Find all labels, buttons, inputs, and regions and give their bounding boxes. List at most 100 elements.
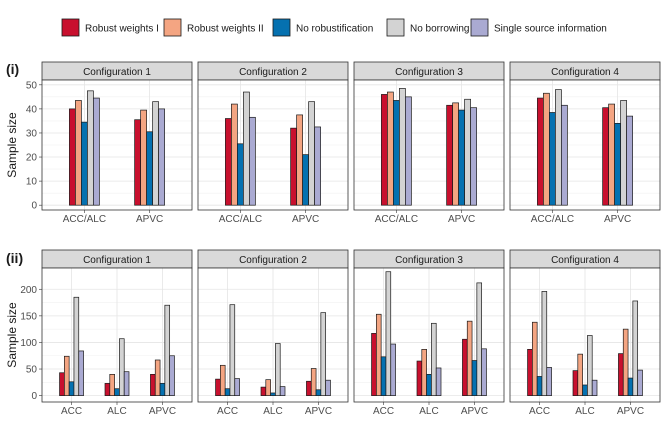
bar: [219, 364, 226, 396]
bar: [140, 109, 147, 206]
bar: [458, 109, 465, 206]
x-tick-label: ACC: [529, 406, 550, 417]
facet-panel: Configuration 2 ACC/ALC APVC: [197, 61, 349, 225]
facet-title: Configuration 3: [395, 255, 463, 266]
x-tick-label: ACC: [61, 406, 82, 417]
x-tick-label: ACC/ALC: [531, 214, 574, 225]
bar: [577, 353, 583, 396]
bar: [393, 100, 400, 206]
bar: [608, 103, 615, 206]
bar: [114, 388, 120, 396]
legend-item: Robust weights II: [163, 18, 264, 37]
bar: [421, 349, 427, 396]
legend-swatch: [163, 18, 182, 37]
bar: [310, 368, 317, 396]
bar: [405, 96, 412, 206]
y-axis-title-row-ii: Sample size: [5, 302, 19, 368]
bar: [618, 353, 624, 396]
legend-swatch: [61, 18, 80, 37]
bar: [314, 126, 321, 206]
bar: [302, 154, 309, 206]
panel-border: [509, 79, 661, 211]
bar: [93, 97, 100, 206]
bar: [587, 335, 593, 396]
bar: [325, 379, 331, 396]
bar: [582, 384, 588, 396]
bar: [531, 321, 538, 396]
facet-panel: Configuration 4 ACC/ALC APVC: [509, 61, 661, 225]
bar: [81, 121, 88, 206]
bar: [435, 367, 442, 396]
row-tag-i: (i): [6, 61, 19, 77]
bar: [371, 333, 377, 396]
bar: [265, 379, 271, 396]
bar: [59, 372, 65, 396]
legend: Robust weights I Robust weights II No robu…: [61, 18, 607, 37]
legend-item: No borrowing: [386, 18, 469, 37]
bar: [390, 343, 396, 396]
panel-border: [197, 79, 349, 211]
y-tick-label: 10: [26, 177, 38, 188]
facet-title: Configuration 3: [395, 67, 463, 78]
x-tick-label: ALC: [263, 406, 282, 417]
bar: [320, 312, 327, 396]
x-tick-label: APVC: [136, 214, 163, 225]
bar: [270, 392, 276, 396]
facet-title: Configuration 2: [239, 255, 307, 266]
bar: [152, 101, 159, 206]
bar: [73, 296, 80, 396]
bar: [546, 367, 552, 396]
legend-item: Single source information: [470, 18, 607, 37]
row-tag-ii: (ii): [6, 250, 23, 266]
x-tick-label: ACC/ALC: [375, 214, 418, 225]
panel-border: [353, 267, 505, 403]
panel-border: [197, 267, 349, 403]
bar: [169, 355, 175, 396]
x-tick-label: ACC/ALC: [219, 214, 262, 225]
facet-title: Configuration 4: [551, 67, 619, 78]
y-tick-label: 40: [26, 104, 38, 115]
bar: [69, 108, 76, 206]
bar: [381, 94, 388, 206]
y-tick-label: 100: [20, 338, 37, 349]
facet-panel: Configuration 3 ACC/ALC APVC: [353, 61, 505, 225]
bar: [627, 377, 634, 396]
bar: [63, 355, 70, 396]
bar: [150, 373, 156, 396]
bar: [541, 291, 548, 396]
bar: [549, 112, 556, 206]
y-tick-label: 30: [26, 128, 38, 139]
x-tick-label: ACC: [373, 406, 394, 417]
bar: [109, 373, 115, 396]
bar: [260, 386, 267, 396]
bar: [68, 381, 75, 396]
bar: [387, 91, 394, 206]
legend-item: No robustification: [272, 18, 373, 37]
bar: [614, 122, 621, 206]
facet-title: Configuration 2: [239, 67, 307, 78]
bar: [537, 97, 544, 206]
panel-border: [41, 79, 193, 211]
bar: [476, 282, 483, 396]
bar: [104, 383, 111, 396]
legend-swatch: [470, 18, 489, 37]
bar: [527, 349, 533, 396]
bar: [119, 338, 125, 396]
bar: [234, 378, 240, 396]
bar: [123, 371, 130, 396]
bar: [622, 328, 629, 396]
bar: [296, 114, 303, 206]
legend-label: Robust weights I: [85, 24, 159, 35]
bar: [426, 373, 432, 396]
x-tick-label: APVC: [149, 406, 176, 417]
bar: [399, 88, 406, 206]
bar: [249, 116, 256, 206]
bar: [380, 356, 387, 396]
bar: [385, 271, 392, 396]
facet-title: Configuration 1: [83, 67, 151, 78]
y-tick-label: 20: [26, 153, 38, 164]
bar: [572, 370, 579, 396]
bar: [134, 119, 141, 206]
